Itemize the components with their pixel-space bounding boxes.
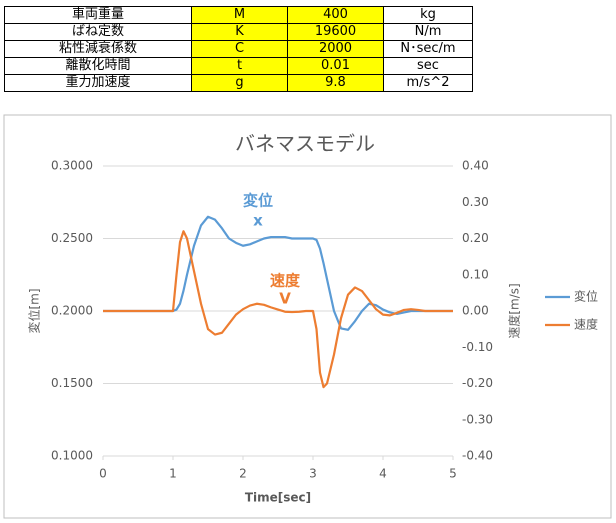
annotation: 速度 — [270, 272, 301, 290]
y-tick-label: 0.1500 — [51, 376, 93, 390]
x-tick-label: 0 — [99, 467, 107, 481]
y2-tick-label: 0.30 — [462, 195, 489, 209]
y-tick-label: 0.3000 — [51, 159, 93, 173]
table-row: 車両重量 M 400 kg — [4, 6, 473, 24]
y-tick-label: 0.2000 — [51, 304, 93, 318]
table-cell: m/s^2 — [383, 74, 473, 92]
table-row: ばね定数 K 19600 N/m — [4, 23, 473, 41]
legend-label: 速度 — [574, 317, 598, 332]
legend-label: 変位 — [574, 289, 598, 304]
y2-tick-label: -0.10 — [462, 340, 493, 354]
table-row: 離散化時間 t 0.01 sec — [4, 57, 473, 75]
table-cell: g — [191, 74, 288, 92]
annotation: 変位 — [243, 192, 273, 210]
y-axis-title: 変位[m] — [27, 288, 42, 333]
table-cell: 離散化時間 — [4, 57, 192, 75]
chart-title: バネマスモデル — [235, 132, 375, 156]
y2-tick-label: 0.40 — [462, 159, 489, 173]
table-cell: N･sec/m — [383, 40, 473, 58]
y-tick-label: 0.1000 — [51, 449, 93, 463]
x-axis-title: Time[sec] — [245, 491, 311, 505]
table-cell: C — [191, 40, 288, 58]
annotation: x — [253, 212, 263, 230]
table-cell: 19600 — [287, 23, 384, 41]
table-cell: 9.8 — [287, 74, 384, 92]
y2-tick-label: -0.40 — [462, 449, 493, 463]
table-cell: t — [191, 57, 288, 75]
table-cell: 2000 — [287, 40, 384, 58]
series-line — [103, 230, 453, 389]
table-cell: 400 — [287, 6, 384, 24]
y2-tick-label: 0.00 — [462, 304, 489, 318]
y2-tick-label: -0.20 — [462, 376, 493, 390]
table-cell: 重力加速度 — [4, 74, 192, 92]
x-tick-label: 3 — [309, 467, 317, 481]
table-cell: 0.01 — [287, 57, 384, 75]
y2-tick-label: -0.30 — [462, 412, 493, 426]
y2-axis-title: 速度[m/s] — [507, 283, 522, 338]
x-tick-label: 1 — [169, 467, 177, 481]
y2-tick-label: 0.20 — [462, 231, 489, 245]
chart-frame — [3, 114, 612, 519]
annotation: V — [279, 290, 291, 308]
parameter-table: 車両重量 M 400 kg ばね定数 K 19600 N/m 粘性減衰係数 C 2000 N･sec/… — [4, 6, 473, 92]
table-cell: sec — [383, 57, 473, 75]
table-row: 重力加速度 g 9.8 m/s^2 — [4, 74, 473, 92]
y-tick-label: 0.2500 — [51, 231, 93, 245]
table-cell: M — [191, 6, 288, 24]
y2-tick-label: 0.10 — [462, 267, 489, 281]
x-tick-label: 2 — [239, 467, 247, 481]
table-cell: 粘性減衰係数 — [4, 40, 192, 58]
x-tick-label: 5 — [449, 467, 457, 481]
table-cell: K — [191, 23, 288, 41]
table-row: 粘性減衰係数 C 2000 N･sec/m — [4, 40, 473, 58]
x-tick-label: 4 — [379, 467, 387, 481]
